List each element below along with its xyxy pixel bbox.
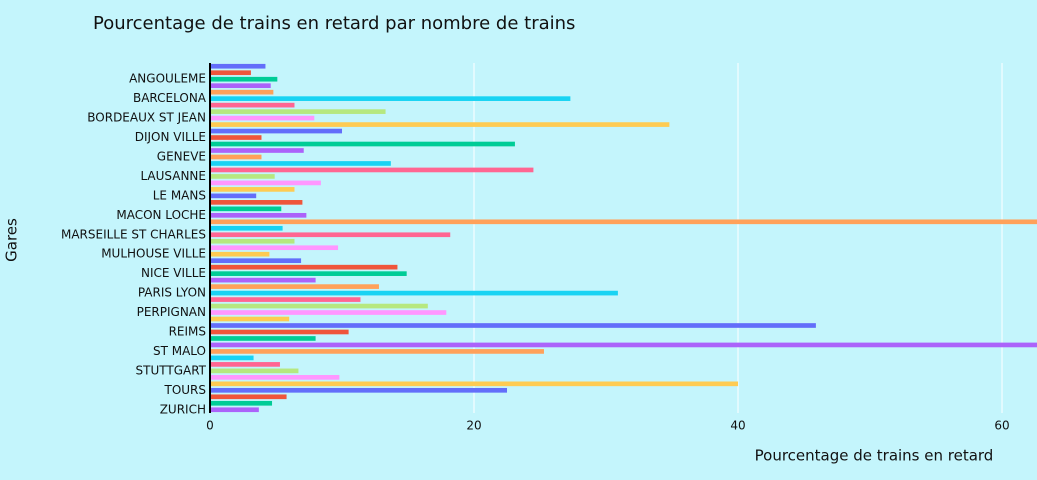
y-tick-label: DIJON VILLE [135,130,206,144]
bar [210,310,447,315]
bar [210,323,816,328]
y-tick-label: ZURICH [160,402,206,416]
y-tick-label: REIMS [169,324,206,338]
bar [210,245,339,251]
bar [210,135,262,140]
y-tick-label: MULHOUSE VILLE [101,247,206,261]
y-tick-label: GENEVE [157,149,206,163]
bar [210,387,508,393]
grid [473,63,1003,413]
bar [210,141,515,147]
bar [210,232,451,238]
bar [210,277,316,283]
bar [210,180,321,186]
bar [210,355,254,361]
y-tick-label: PERPIGNAN [137,305,206,319]
y-tick-label: LE MANS [153,188,206,202]
y-tick-label: TOURS [163,383,206,397]
bar [210,122,670,127]
bar [210,284,379,289]
bar [210,381,739,387]
x-tick-label: 0 [206,419,214,433]
bar [210,70,251,76]
bar [210,63,266,69]
bar [210,161,391,166]
x-axis-title: Pourcentage de trains en retard [755,447,994,465]
bar [210,148,304,153]
bar [210,407,259,413]
x-tick-label: 60 [994,419,1009,433]
bar [210,400,273,406]
bar [210,212,307,218]
bar [210,303,428,309]
bar [210,238,295,244]
chart-title: Pourcentage de trains en retard par nomb… [93,13,575,34]
bar [210,329,349,335]
bar [210,316,290,322]
y-tick-label: MARSEILLE ST CHARLES [61,227,206,241]
bar [210,349,544,354]
bar [210,219,1037,225]
y-tick-label: STUTTGART [136,363,207,377]
bar [210,362,280,367]
bar [210,368,299,374]
bar [210,83,271,89]
bar [210,102,295,108]
bar [210,89,274,95]
bar [210,264,398,270]
bar [210,206,282,212]
bar [210,115,315,121]
bar [210,200,303,205]
x-tick-label: 20 [466,419,481,433]
labels: 0 20 40 60 ANGOULEME BARCELONA BORDEAUX ST JEA… [61,63,1010,433]
y-tick-label: BARCELONA [133,91,207,105]
y-tick-label: ST MALO [153,344,206,358]
bar [210,290,618,296]
bar [210,154,262,160]
bar [210,225,283,231]
bar [210,76,278,82]
bar [210,109,386,114]
bar [210,187,295,192]
bar [210,258,302,264]
bar [210,128,343,134]
y-tick-label: LAUSANNE [140,169,206,183]
bar [210,375,340,380]
x-tick-label: 40 [730,419,745,433]
y-tick-label: BORDEAUX ST JEAN [87,111,206,125]
bar [210,251,270,257]
y-tick-label: PARIS LYON [138,286,206,300]
bar [210,336,316,341]
y-axis-title: Gares [3,218,21,262]
y-tick-label: MACON LOCHE [116,208,206,222]
bar [210,394,287,400]
y-tick-label: NICE VILLE [141,266,206,280]
bar [210,193,257,199]
bars [210,63,1037,413]
bar [210,271,407,276]
y-tick-label: ANGOULEME [129,72,206,86]
bar [210,174,275,179]
bar [210,342,1037,348]
bar [210,167,534,173]
bar [210,297,361,302]
bar [210,96,571,101]
